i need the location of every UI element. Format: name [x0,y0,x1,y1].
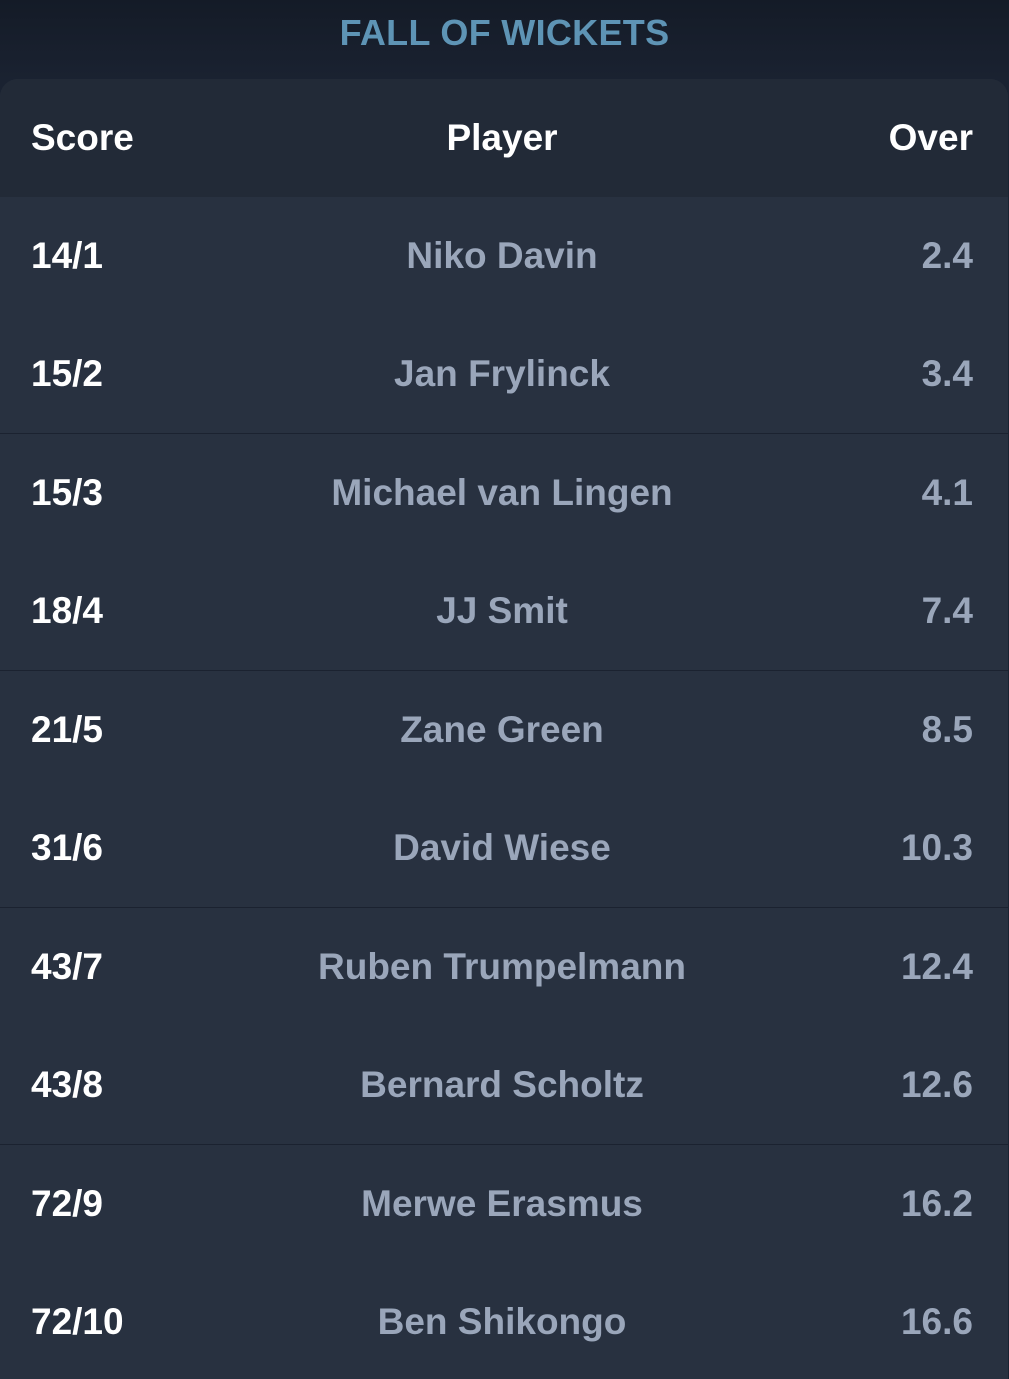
table-row: 18/4 JJ Smit 7.4 [0,552,1008,670]
score-cell: 14/1 [31,235,104,276]
row-group: 72/9 Merwe Erasmus 16.2 72/10 Ben Shikon… [0,1145,1008,1379]
header-player: Player [446,117,558,158]
over-cell: 16.2 [900,1183,973,1224]
player-cell: Merwe Erasmus [361,1183,643,1224]
score-cell: 31/6 [31,827,104,868]
table-row: 43/8 Bernard Scholtz 12.6 [0,1026,1008,1144]
row-group: 14/1 Niko Davin 2.4 15/2 Jan Frylinck 3.… [0,197,1008,434]
over-cell: 3.4 [921,353,973,394]
table-row: 72/10 Ben Shikongo 16.6 [0,1263,1008,1379]
score-cell: 43/8 [31,1064,104,1105]
player-cell: Zane Green [400,709,604,750]
player-cell: Ruben Trumpelmann [318,946,686,987]
section-title: FALL OF WICKETS [339,12,670,53]
row-group: 43/7 Ruben Trumpelmann 12.4 43/8 Bernard… [0,908,1008,1145]
header-over: Over [888,117,973,158]
over-cell: 2.4 [921,235,973,276]
table-row: 43/7 Ruben Trumpelmann 12.4 [0,908,1008,1026]
score-cell: 21/5 [31,709,104,750]
over-cell: 12.6 [900,1064,973,1105]
score-cell: 72/10 [31,1301,124,1342]
table-header: Score Player Over [0,79,1008,197]
player-cell: Jan Frylinck [394,353,610,394]
score-cell: 15/3 [31,472,104,513]
score-cell: 72/9 [31,1183,104,1224]
over-cell: 10.3 [900,827,973,868]
table-row: 15/2 Jan Frylinck 3.4 [0,315,1008,433]
score-cell: 18/4 [31,590,104,631]
fall-of-wickets-table: Score Player Over 14/1 Niko Davin 2.4 15… [0,79,1008,1379]
over-cell: 16.6 [900,1301,973,1342]
player-cell: Michael van Lingen [331,472,673,513]
player-cell: David Wiese [393,827,611,868]
table-row: 21/5 Zane Green 8.5 [0,671,1008,789]
over-cell: 12.4 [900,946,973,987]
table-row: 72/9 Merwe Erasmus 16.2 [0,1145,1008,1263]
header-score: Score [31,117,134,158]
over-cell: 4.1 [921,472,973,513]
row-group: 21/5 Zane Green 8.5 31/6 David Wiese 10.… [0,671,1008,908]
table-row: 31/6 David Wiese 10.3 [0,789,1008,907]
player-cell: Bernard Scholtz [360,1064,644,1105]
table-row: 14/1 Niko Davin 2.4 [0,197,1008,315]
over-cell: 7.4 [921,590,973,631]
score-cell: 43/7 [31,946,104,987]
over-cell: 8.5 [921,709,973,750]
row-group: 15/3 Michael van Lingen 4.1 18/4 JJ Smit… [0,434,1008,671]
player-cell: JJ Smit [436,590,568,631]
table-row: 15/3 Michael van Lingen 4.1 [0,434,1008,552]
score-cell: 15/2 [31,353,104,394]
table-body: 14/1 Niko Davin 2.4 15/2 Jan Frylinck 3.… [0,197,1008,1379]
player-cell: Niko Davin [406,235,598,276]
player-cell: Ben Shikongo [377,1301,627,1342]
